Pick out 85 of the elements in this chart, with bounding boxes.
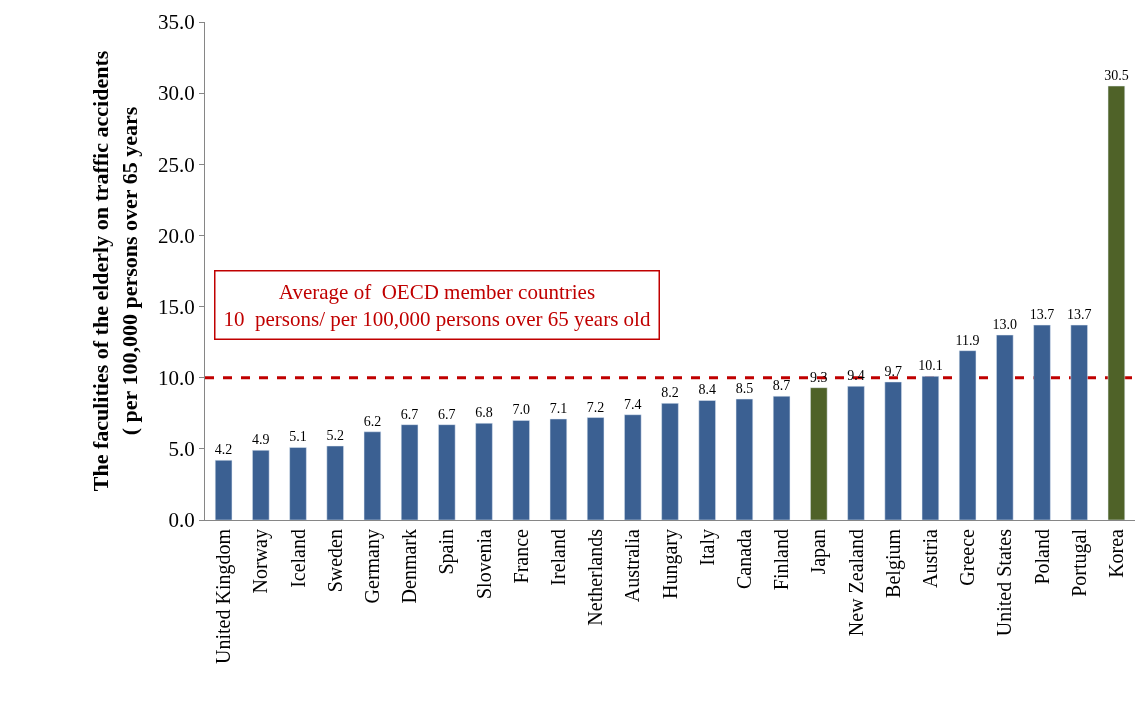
y-tick-label: 0.0 [168,508,195,533]
data-label: 9.7 [884,363,902,379]
x-tick-label: Belgium [881,528,905,598]
bar [996,334,1014,520]
x-tick-label: Denmark [398,529,421,604]
data-label: 13.0 [992,317,1018,333]
data-label: 8.5 [735,381,754,397]
x-tick-label: Poland [1030,529,1053,585]
x-tick-label: Hungary [658,529,682,599]
x-tick-label: Iceland [286,529,309,588]
bar [735,398,754,520]
x-tick-label: Korea [1104,528,1127,578]
data-label: 30.5 [1104,68,1129,84]
bar [958,350,977,520]
bar [363,431,382,520]
bar [1033,324,1051,520]
bar [512,420,530,520]
data-label: 7.0 [512,402,530,418]
y-tick-label: 20.0 [158,223,195,248]
data-label: 6.8 [475,405,493,421]
data-label: 4.2 [214,442,233,458]
x-tick-label: Portugal [1067,528,1091,597]
bar [1070,324,1088,520]
x-tick-label: Netherlands [584,528,607,626]
data-label: 6.7 [400,406,419,422]
x-tick-label: Japan [807,529,831,575]
x-tick-label: Spain [435,529,459,575]
data-label: 10.1 [918,358,943,374]
bar [661,403,679,520]
x-tick-label: Canada [732,528,755,589]
y-tick-label: 25.0 [158,152,195,177]
bar [438,424,456,520]
x-tick-label: Austria [918,528,941,588]
data-label: 8.7 [772,378,791,394]
y-tick-label: 5.0 [168,437,195,462]
bar [921,376,940,520]
data-label: 7.1 [549,400,568,416]
data-label: 6.2 [363,413,382,429]
data-label: 5.2 [326,428,344,444]
data-label: 6.7 [438,406,456,422]
x-tick-label: Italy [695,529,719,566]
x-tick-label: United States [993,528,1016,637]
bar [884,381,902,520]
data-label: 9.3 [810,369,828,385]
bar [772,395,791,520]
data-label: 5.1 [289,429,307,445]
bar [475,423,493,520]
x-tick-label: Finland [770,529,793,591]
x-tick-label: Slovenia [472,528,495,599]
bar [1107,85,1126,520]
data-label: 8.4 [698,382,716,398]
data-label: 7.2 [586,399,605,415]
x-tick-label: United Kingdom [212,528,236,664]
x-tick-label: France [509,528,532,584]
bar [586,417,605,520]
x-tick-label: Greece [956,528,979,586]
data-label: 8.2 [661,385,679,401]
x-tick-label: Germany [360,529,384,604]
data-label: 4.9 [252,432,270,448]
ref-line-label: Average of OECD member countries 10 persons/ per 100,000 persons over 65 years old [223,279,651,331]
bar [549,418,568,520]
x-tick-label: New Zealand [844,529,867,637]
x-tick-label: Sweden [323,529,346,593]
bar [326,445,344,520]
x-tick-label: Norway [249,529,273,594]
data-label: 9.4 [847,368,865,384]
y-axis-title: The faculities of the elderly on traffic accidents ( per 100,000 persons over 65 years [88,50,142,492]
data-label: 13.7 [1066,307,1092,323]
bar [624,414,642,520]
bar [400,424,419,520]
bar [698,400,716,520]
bar [214,459,233,520]
bar [847,386,865,520]
bar [810,387,828,520]
data-label: 11.9 [955,332,980,348]
y-tick-label: 30.0 [158,81,195,106]
data-label: 7.4 [624,396,642,412]
y-tick-label: 15.0 [158,294,195,319]
y-tick-label: 35.0 [158,10,195,35]
x-tick-label: Australia [621,528,644,603]
bar [252,450,270,520]
x-tick-label: Ireland [546,529,569,586]
data-label: 13.7 [1029,307,1055,323]
y-tick-label: 10.0 [158,366,195,391]
bar [289,447,307,520]
